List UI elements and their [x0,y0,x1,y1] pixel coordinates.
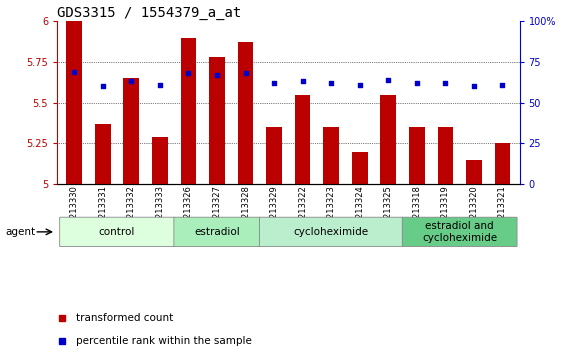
Text: GSM213329: GSM213329 [270,185,279,236]
Text: GSM213320: GSM213320 [469,185,478,236]
Point [270,80,279,86]
Text: GSM213331: GSM213331 [98,185,107,236]
Point [184,70,193,76]
Bar [352,152,368,184]
Point [98,84,107,89]
Bar [409,127,425,184]
Text: GSM213326: GSM213326 [184,185,193,236]
Text: GSM213319: GSM213319 [441,185,450,236]
Bar [238,42,254,184]
Point [298,79,307,84]
Bar [437,127,453,184]
Text: control: control [99,227,135,237]
FancyBboxPatch shape [259,217,403,246]
Point [212,72,222,78]
FancyBboxPatch shape [59,217,175,246]
Bar [494,143,510,184]
Point [441,80,450,86]
Text: GSM213322: GSM213322 [298,185,307,236]
Bar [323,127,339,184]
Bar [123,78,139,184]
Text: GSM213333: GSM213333 [155,185,164,236]
Point [327,80,336,86]
Bar [95,124,111,184]
Bar [152,137,168,184]
Point [384,77,393,83]
Text: GDS3315 / 1554379_a_at: GDS3315 / 1554379_a_at [57,6,242,20]
Bar [266,127,282,184]
Text: estradiol: estradiol [194,227,240,237]
Text: GSM213328: GSM213328 [241,185,250,236]
Text: GSM213318: GSM213318 [412,185,421,236]
Text: GSM213330: GSM213330 [70,185,79,236]
Point [412,80,421,86]
Text: agent: agent [6,227,36,237]
Bar [180,38,196,184]
Point [355,82,364,87]
Text: estradiol and
cycloheximide: estradiol and cycloheximide [422,221,497,243]
Text: GSM213321: GSM213321 [498,185,507,236]
Text: GSM213332: GSM213332 [127,185,136,236]
Point [469,84,478,89]
Text: transformed count: transformed count [75,313,173,323]
Text: percentile rank within the sample: percentile rank within the sample [75,336,251,346]
Point [127,79,136,84]
Point [155,82,164,87]
Bar [295,95,311,184]
Bar [66,21,82,184]
Bar [209,57,225,184]
FancyBboxPatch shape [174,217,260,246]
Bar [466,160,482,184]
Point [241,70,250,76]
Text: GSM213323: GSM213323 [327,185,336,236]
FancyBboxPatch shape [403,217,517,246]
Text: GSM213327: GSM213327 [212,185,222,236]
Text: cycloheximide: cycloheximide [293,227,369,237]
Text: GSM213324: GSM213324 [355,185,364,236]
Bar [380,95,396,184]
Point [498,82,507,87]
Text: GSM213325: GSM213325 [384,185,393,236]
Point [70,69,79,75]
